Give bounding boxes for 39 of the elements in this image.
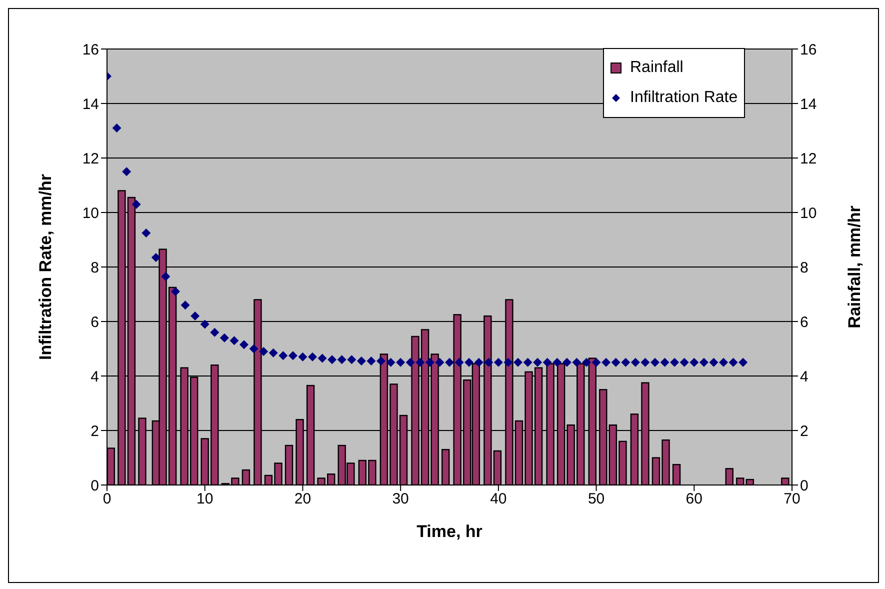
bar [672,464,681,485]
bar [242,469,250,485]
x-tick-label: 40 [490,490,507,508]
x-tick-label: 0 [102,490,112,508]
x-axis-title: Time, hr [416,522,483,541]
y2-tick-label: 12 [800,150,817,168]
y-tick-label: 0 [90,477,99,494]
bar [441,448,450,485]
y2-tick-label: 8 [800,259,808,276]
y-tick-label: 6 [90,314,99,331]
y2-tick-label: 10 [800,204,817,222]
y-tick-label: 10 [82,204,99,222]
y2-tick-label: 4 [800,368,808,386]
x-tick-label: 20 [294,490,312,508]
y-tick-label: 2 [90,422,99,440]
y-tick-label: 4 [90,368,99,386]
bar [725,468,734,485]
legend-label: Rainfall [630,59,684,77]
x-tick-label: 60 [686,490,702,508]
y2-tick-label: 14 [800,96,817,113]
y2-tick-label: 2 [800,422,808,440]
x-tick-label: 70 [784,490,800,508]
y-tick-label: 8 [90,259,99,276]
x-tick-label: 10 [196,490,214,508]
y2-axis-title: Rainfall, mm/hr [845,205,864,328]
bar [284,444,294,485]
x-tick-label: 30 [392,490,409,508]
bar [781,478,790,485]
y2-tick-label: 0 [800,477,808,494]
y2-tick-label: 16 [800,41,817,58]
y-tick-label: 12 [82,150,99,168]
y-axis-title: Infiltration Rate, mm/hr [36,174,56,360]
bar [736,478,744,485]
y-tick-label: 14 [82,96,99,113]
y-tick-label: 16 [82,41,99,58]
bar [746,478,754,485]
legend-label: Infiltration Rate [630,89,738,107]
y2-tick-label: 6 [800,314,808,331]
x-tick-label: 50 [588,490,605,508]
